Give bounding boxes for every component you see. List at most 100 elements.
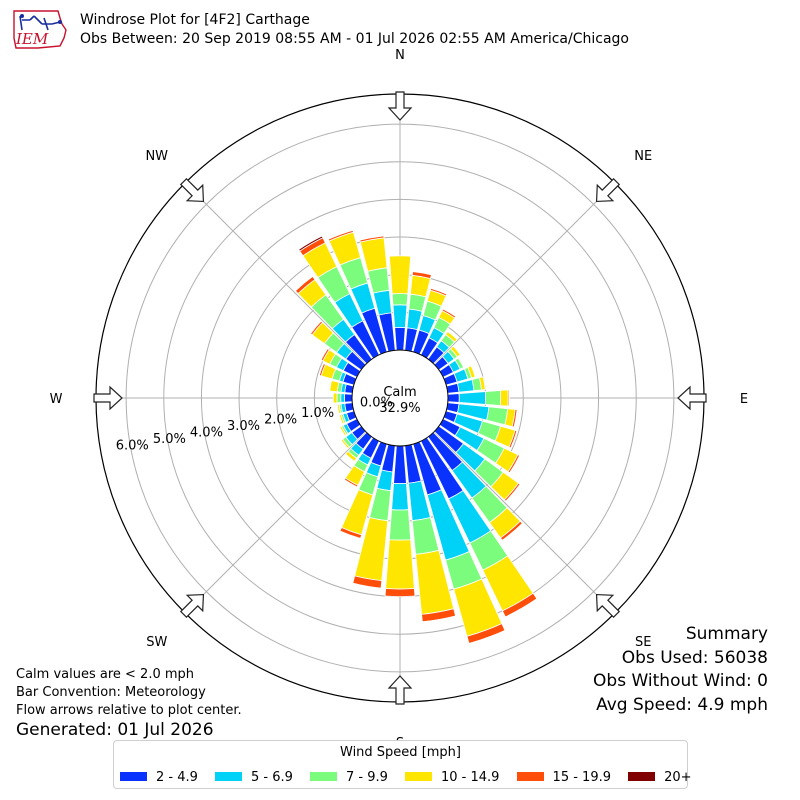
windrose-bar-segment bbox=[394, 327, 406, 351]
legend-label: 10 - 14.9 bbox=[441, 770, 500, 785]
windrose-bar-segment bbox=[409, 274, 431, 298]
compass-arrow-icon bbox=[179, 593, 205, 619]
legend-label: 2 - 4.9 bbox=[156, 770, 198, 785]
compass-arrow-icon bbox=[179, 177, 205, 203]
windrose-bar-segment bbox=[447, 330, 459, 340]
windrose-bar-segment bbox=[447, 393, 460, 403]
windrose-bars bbox=[294, 229, 538, 645]
chart-title: Windrose Plot for [4F2] Carthage bbox=[80, 12, 310, 28]
windrose-bar-segment bbox=[298, 235, 324, 252]
calm-note: Calm values are < 2.0 mph bbox=[16, 667, 195, 682]
windrose-bar-segment bbox=[421, 615, 457, 624]
windrose-bar-segment bbox=[504, 598, 538, 619]
windrose-bar-segment bbox=[507, 389, 510, 407]
windrose-bar-segment bbox=[332, 392, 338, 404]
legend-swatch bbox=[628, 771, 656, 781]
legend-swatch bbox=[310, 771, 337, 781]
windrose-bar-segment bbox=[468, 629, 506, 645]
logo-text: IEM bbox=[15, 30, 49, 48]
windrose-bar-segment bbox=[327, 229, 354, 242]
windrose-bar-segment bbox=[446, 402, 460, 414]
windrose-bar-segment bbox=[503, 482, 521, 502]
windrose-bar-segment bbox=[352, 575, 383, 589]
windrose-bar-segment bbox=[310, 320, 324, 336]
compass-label: SW bbox=[146, 635, 167, 650]
radial-tick-label: 5.0% bbox=[153, 432, 186, 447]
windrose-bar-segment bbox=[367, 267, 390, 294]
iem-logo: IEM bbox=[13, 10, 67, 49]
windrose-bar-segment bbox=[339, 425, 347, 437]
chart-subtitle: Obs Between: 20 Sep 2019 08:55 AM - 01 J… bbox=[80, 31, 629, 47]
windrose-bar-segment bbox=[454, 357, 465, 370]
legend-title: Wind Speed [mph] bbox=[340, 745, 461, 760]
arrow-shape bbox=[677, 385, 707, 411]
arrow-shape bbox=[595, 177, 621, 203]
windrose-bar-segment bbox=[408, 293, 427, 312]
windrose-bar-segment bbox=[467, 365, 476, 379]
compass-arrow-icon bbox=[595, 593, 621, 619]
grid-spoke bbox=[433, 431, 616, 614]
legend-item: 7 - 9.9 bbox=[310, 770, 388, 785]
windrose-bar-segment bbox=[388, 255, 412, 295]
windrose-bar-segment bbox=[318, 363, 326, 377]
legend-label: 20+ bbox=[664, 770, 692, 785]
radial-tick-label: 6.0% bbox=[116, 439, 149, 454]
radial-tick-label: 1.0% bbox=[301, 406, 334, 421]
radial-tick-label: 3.0% bbox=[227, 419, 260, 434]
windrose-bar-segment bbox=[320, 348, 330, 362]
arrow-shape bbox=[387, 675, 413, 705]
windrose-bar-segment bbox=[511, 409, 518, 428]
windrose-bar-segment bbox=[501, 522, 524, 542]
windrose-bar-segment bbox=[486, 406, 509, 426]
compass-arrow-icon bbox=[387, 91, 413, 121]
flow-note: Flow arrows relative to plot center. bbox=[16, 703, 242, 718]
compass-label: SE bbox=[635, 635, 651, 650]
windrose-bar-segment bbox=[340, 438, 351, 450]
radial-tick-label: 4.0% bbox=[190, 425, 223, 440]
windrose-bar-segment bbox=[452, 344, 462, 356]
legend-swatch bbox=[215, 771, 242, 781]
title-block: Windrose Plot for [4F2] Carthage Obs Bet… bbox=[80, 11, 629, 49]
obs-without-wind: Obs Without Wind: 0 bbox=[593, 671, 768, 691]
grid-spoke bbox=[184, 431, 367, 614]
arrow-shape bbox=[179, 593, 205, 619]
windrose-bar-segment bbox=[329, 380, 340, 393]
legend-swatch bbox=[516, 771, 544, 781]
arrow-shape bbox=[387, 91, 413, 121]
windrose-bar-segment bbox=[294, 275, 316, 295]
windrose-bar-segment bbox=[336, 392, 342, 404]
calm-label: Calm bbox=[383, 385, 416, 400]
windrose-bar-segment bbox=[508, 429, 518, 449]
compass-arrow-icon bbox=[677, 385, 707, 411]
compass-arrow-icon bbox=[93, 385, 123, 411]
legend-label: 7 - 9.9 bbox=[346, 770, 388, 785]
legend-item: 2 - 4.9 bbox=[120, 770, 198, 785]
calm-percent: 32.9% bbox=[379, 401, 420, 416]
notes-block: Calm values are < 2.0 mph Bar Convention… bbox=[16, 666, 242, 739]
compass-arrows: NNEESESSWWNW bbox=[50, 48, 749, 751]
compass-arrow-icon bbox=[387, 675, 413, 705]
arrow-shape bbox=[595, 593, 621, 619]
compass-label: E bbox=[740, 392, 748, 407]
windrose-bar-segment bbox=[343, 477, 359, 488]
windrose-bar-segment bbox=[336, 403, 342, 415]
windrose-bar-segment bbox=[388, 509, 412, 541]
windrose-bar-segment bbox=[340, 393, 346, 403]
windrose-bar-segment bbox=[507, 454, 521, 474]
summary-block: Summary Obs Used: 56038 Obs Without Wind… bbox=[593, 623, 768, 717]
legend-swatch bbox=[120, 771, 147, 781]
windrose-bar-segment bbox=[484, 390, 502, 406]
obs-used: Obs Used: 56038 bbox=[621, 647, 768, 668]
arrow-shape bbox=[179, 177, 205, 203]
arrow-shape bbox=[93, 385, 123, 411]
windrose-bar-segment bbox=[429, 287, 448, 297]
compass-label: N bbox=[395, 48, 405, 63]
windrose-bar-segment bbox=[499, 389, 509, 407]
compass-label: NW bbox=[145, 149, 168, 164]
windrose-bar-segment bbox=[339, 526, 363, 539]
windrose-bar-segment bbox=[391, 293, 409, 306]
windrose-bar-segment bbox=[411, 271, 432, 280]
windrose-bar-segment bbox=[391, 482, 409, 511]
